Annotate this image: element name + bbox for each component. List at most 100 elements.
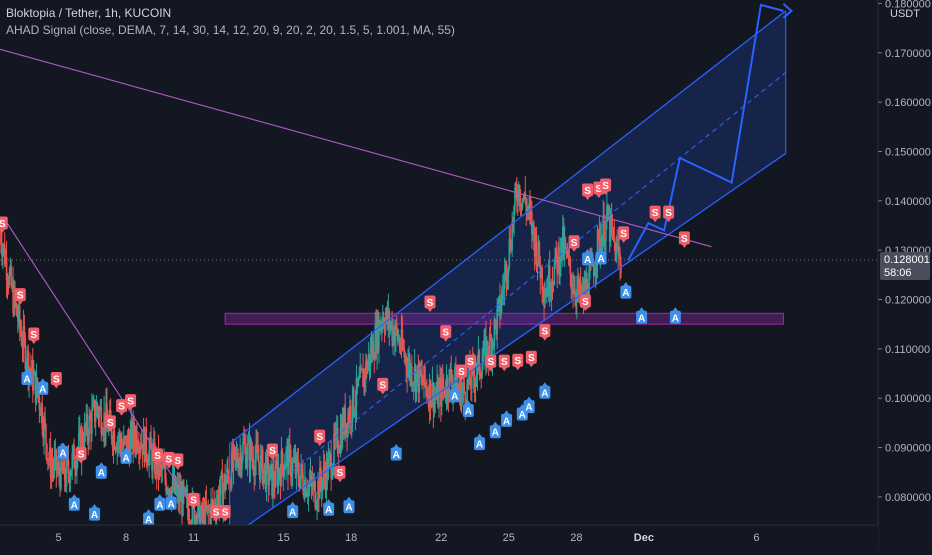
- candle-body: [185, 493, 188, 495]
- candle: [416, 364, 419, 386]
- candle-body: [23, 325, 26, 339]
- candle: [173, 466, 176, 495]
- signal-label: A: [98, 468, 105, 479]
- time-tick-label: 8: [123, 532, 129, 544]
- candle: [237, 448, 240, 476]
- candle: [149, 431, 151, 466]
- candle: [430, 399, 433, 409]
- candle-body: [162, 463, 165, 468]
- candle: [344, 392, 346, 442]
- candle: [43, 411, 45, 455]
- candle-body: [486, 341, 488, 367]
- sell-signal: S: [568, 235, 580, 252]
- candle: [312, 472, 315, 503]
- candle: [608, 205, 611, 253]
- candle-body: [342, 417, 345, 435]
- candle: [397, 329, 400, 344]
- candle: [435, 382, 437, 401]
- candle-body: [424, 365, 426, 384]
- candle: [354, 390, 357, 431]
- candle-body: [234, 447, 237, 456]
- candle: [114, 445, 117, 455]
- candle-body: [617, 246, 619, 255]
- signal-pointer: [174, 465, 181, 470]
- candle: [2, 242, 5, 257]
- candle-body: [93, 400, 96, 423]
- candle-body: [606, 205, 608, 221]
- candle-body: [48, 447, 51, 460]
- candle: [302, 459, 304, 496]
- candle-body: [76, 457, 78, 472]
- candle-body: [61, 454, 63, 468]
- candle: [424, 363, 426, 388]
- candle-body: [106, 403, 108, 421]
- candle-body: [390, 322, 392, 326]
- candle: [376, 310, 378, 370]
- candle: [489, 319, 492, 342]
- candle-body: [515, 188, 517, 192]
- candle: [140, 429, 143, 450]
- candle: [523, 191, 526, 201]
- candle-body: [325, 460, 328, 492]
- time-axis-background: [0, 525, 878, 550]
- candle: [184, 486, 187, 497]
- candle: [1, 229, 3, 266]
- candle: [94, 399, 97, 437]
- candle-body: [50, 464, 53, 478]
- candle: [19, 319, 22, 338]
- candle: [304, 462, 306, 503]
- candle: [364, 367, 366, 396]
- candle-body: [480, 375, 483, 378]
- candle-body: [24, 338, 27, 369]
- candle-body: [142, 429, 145, 455]
- candle-body: [339, 428, 342, 450]
- candle: [450, 355, 452, 388]
- candle-body: [51, 464, 54, 467]
- candle: [574, 275, 576, 307]
- sell-signal: S: [663, 205, 675, 223]
- candle: [18, 298, 21, 342]
- candle-body: [554, 247, 557, 265]
- candle: [250, 438, 253, 461]
- candle-body: [401, 329, 404, 347]
- candle-body: [499, 296, 501, 317]
- candle-body: [398, 339, 401, 348]
- signal-label: S: [53, 374, 60, 385]
- candle-body: [94, 416, 97, 423]
- candle-body: [93, 400, 95, 404]
- candle: [283, 453, 286, 480]
- candle-body: [90, 418, 92, 435]
- candle-body: [262, 468, 265, 484]
- candle: [241, 456, 243, 478]
- candle: [256, 430, 258, 454]
- signal-label: S: [514, 356, 521, 367]
- currency-label: USDT: [890, 8, 920, 20]
- candle-body: [362, 369, 364, 388]
- candle-body: [479, 373, 482, 376]
- candle-body: [409, 359, 411, 378]
- candle: [39, 406, 42, 416]
- candle-body: [521, 198, 524, 208]
- candle-body: [365, 360, 368, 373]
- candle: [289, 445, 292, 486]
- signal-pointer: [71, 494, 78, 499]
- candle-body: [530, 209, 532, 213]
- time-tick-label: 5: [55, 532, 61, 544]
- candle: [533, 226, 536, 271]
- candle-body: [383, 325, 386, 332]
- candle: [177, 472, 180, 512]
- candle-body: [163, 465, 165, 468]
- candle-body: [197, 503, 199, 522]
- candle-body: [354, 406, 357, 414]
- candle: [259, 444, 262, 483]
- candle: [318, 477, 320, 513]
- candle: [33, 368, 36, 376]
- signal-label: S: [78, 449, 85, 460]
- time-tick-label: 6: [753, 532, 759, 544]
- candle-body: [42, 428, 44, 439]
- candle-body: [114, 448, 117, 450]
- candle-body: [244, 442, 246, 445]
- sell-signal: S: [582, 183, 594, 200]
